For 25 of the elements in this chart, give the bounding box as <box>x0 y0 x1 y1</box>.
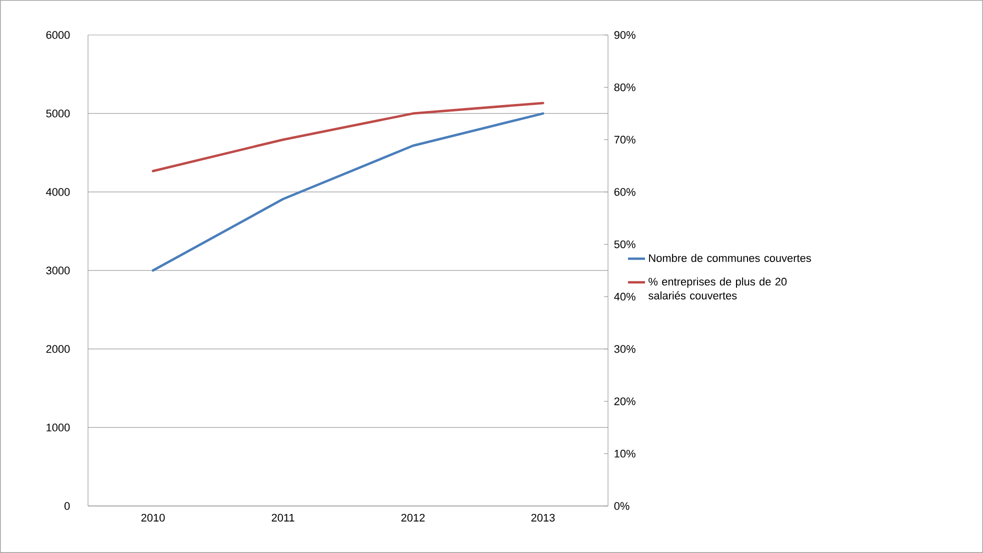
y-tick-label: 1000 <box>46 424 70 432</box>
line-series <box>152 102 544 172</box>
y2-tick-label: 20% <box>614 397 636 406</box>
y-tick-label: 2000 <box>46 345 70 353</box>
legend-label: % entreprises de plus de 20 salariés couvertes <box>648 277 787 300</box>
y-tick-label: 3000 <box>46 266 70 274</box>
y-tick-label: 6000 <box>46 31 70 39</box>
x-tick-label: 2011 <box>272 514 294 522</box>
y2-tick-label: 30% <box>614 345 636 353</box>
y2-tick-label: 60% <box>614 188 636 196</box>
y2-tick-label: 70% <box>614 136 636 144</box>
x-tick-label: 2010 <box>141 514 165 522</box>
y-tick-label: 5000 <box>46 110 70 118</box>
y-tick-label: 0 <box>64 502 70 510</box>
x-tick-label: 2013 <box>531 514 555 522</box>
y2-tick-label: 80% <box>614 83 636 92</box>
y2-tick-label: 10% <box>614 450 636 458</box>
legend-label: Nombre de communes couvertes <box>649 254 811 262</box>
y-tick-label: 4000 <box>46 188 70 196</box>
y2-tick-label: 50% <box>614 240 636 248</box>
y2-tick-label: 40% <box>614 292 636 301</box>
line-series <box>152 112 544 272</box>
x-tick-label: 2012 <box>401 514 425 522</box>
y2-tick-label: 0% <box>614 502 630 510</box>
y2-tick-label: 90% <box>614 31 636 39</box>
